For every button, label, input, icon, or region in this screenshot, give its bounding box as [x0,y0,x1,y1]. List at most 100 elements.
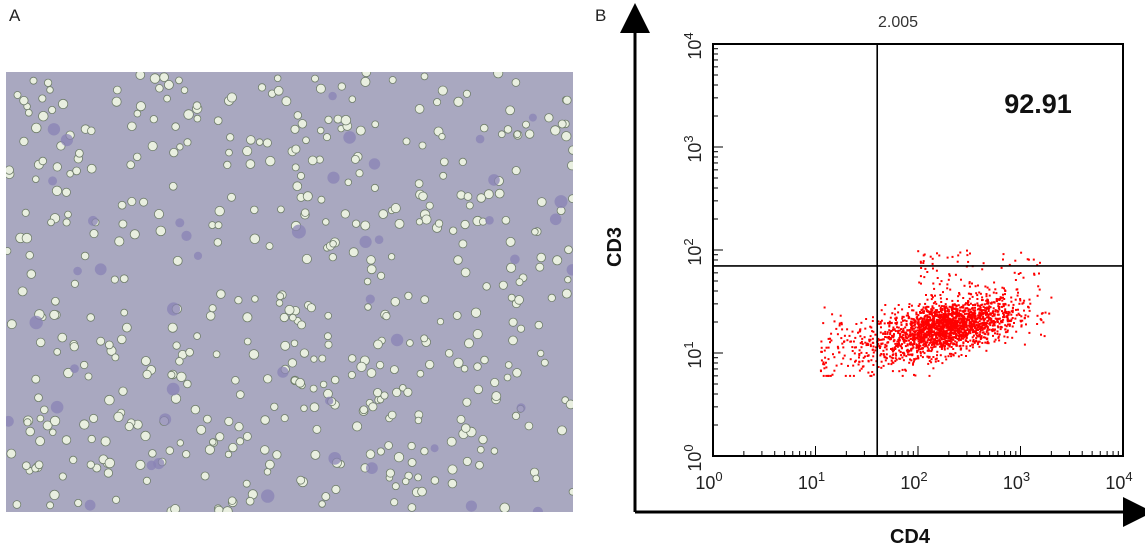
micrograph-cell [392,387,402,397]
data-point [836,333,839,336]
data-point [900,354,903,357]
data-point [1036,314,1039,317]
micrograph-cells [6,72,573,512]
data-point [971,312,974,315]
data-point [993,329,996,332]
micrograph-cell [21,232,33,244]
data-point [890,356,893,359]
data-point [918,342,921,345]
data-point [1003,311,1006,314]
data-point [911,332,914,335]
data-point [921,356,924,359]
data-point [926,314,929,317]
data-point [915,311,918,314]
data-point [954,311,957,314]
data-point [924,323,927,326]
data-point [948,273,951,276]
data-point [971,282,973,285]
data-point [931,305,934,308]
data-point [988,307,991,310]
data-point [983,321,986,324]
data-point [924,341,927,344]
data-point [820,346,823,349]
data-point [982,312,985,314]
micrograph-cell [416,369,425,378]
data-point [955,315,958,318]
data-point [952,338,955,341]
data-point [1006,315,1009,318]
micrograph-cell [404,291,413,300]
micrograph-cell [47,218,55,227]
data-point [933,322,936,325]
data-point [992,334,994,337]
data-point [872,355,875,358]
micrograph-cell [117,200,127,210]
data-point [901,315,904,318]
micrograph-cell [376,447,385,456]
data-point [865,318,868,320]
data-point [946,316,949,318]
data-point [977,316,980,319]
micrograph-cell [193,114,202,123]
micrograph-cell [110,275,119,284]
data-point [917,250,920,253]
micrograph-cell [293,111,302,120]
micrograph-cell [564,245,573,255]
data-point [932,307,935,310]
micrograph-cell [38,94,47,103]
data-point [889,336,892,339]
data-point [976,302,979,305]
data-point [993,301,996,304]
data-point [882,353,885,356]
micrograph-cell [295,377,305,388]
micrograph-cell [290,339,299,347]
micrograph-cell [524,421,534,431]
data-point [893,328,896,331]
data-point [919,332,922,335]
data-point [1017,308,1019,311]
data-point [945,318,948,321]
data-point [905,355,908,358]
data-point [893,349,895,352]
data-point [981,296,984,299]
data-point [951,320,954,323]
data-point [915,346,918,349]
data-point [957,339,960,342]
data-point [1003,298,1006,300]
micrograph-stained-cell [6,415,14,427]
data-point [940,343,943,346]
data-point [1001,286,1004,289]
data-point [968,297,971,300]
micrograph-cell [476,445,485,454]
data-point [987,314,990,317]
data-point [918,281,921,284]
data-point [942,333,945,336]
data-point [930,313,933,316]
data-point [935,318,938,321]
data-point [955,344,958,347]
data-point [928,311,931,314]
data-point [822,374,825,377]
micrograph-cell [503,125,513,134]
data-point [1028,331,1031,334]
data-point [987,332,990,335]
data-point [901,368,904,371]
data-point [921,336,924,339]
micrograph-cell [414,473,423,482]
data-point [949,313,951,315]
data-point [931,309,934,312]
data-point [970,313,973,316]
data-point [904,326,907,329]
data-point [935,269,938,272]
data-point [837,347,840,350]
data-point [898,343,901,346]
data-point [951,306,954,309]
data-point [939,328,942,331]
data-point [937,324,940,327]
data-point [916,317,919,320]
data-point [867,359,870,362]
micrograph-cell [473,362,482,371]
data-point [994,332,996,335]
data-point [984,341,987,344]
data-point [901,343,903,346]
